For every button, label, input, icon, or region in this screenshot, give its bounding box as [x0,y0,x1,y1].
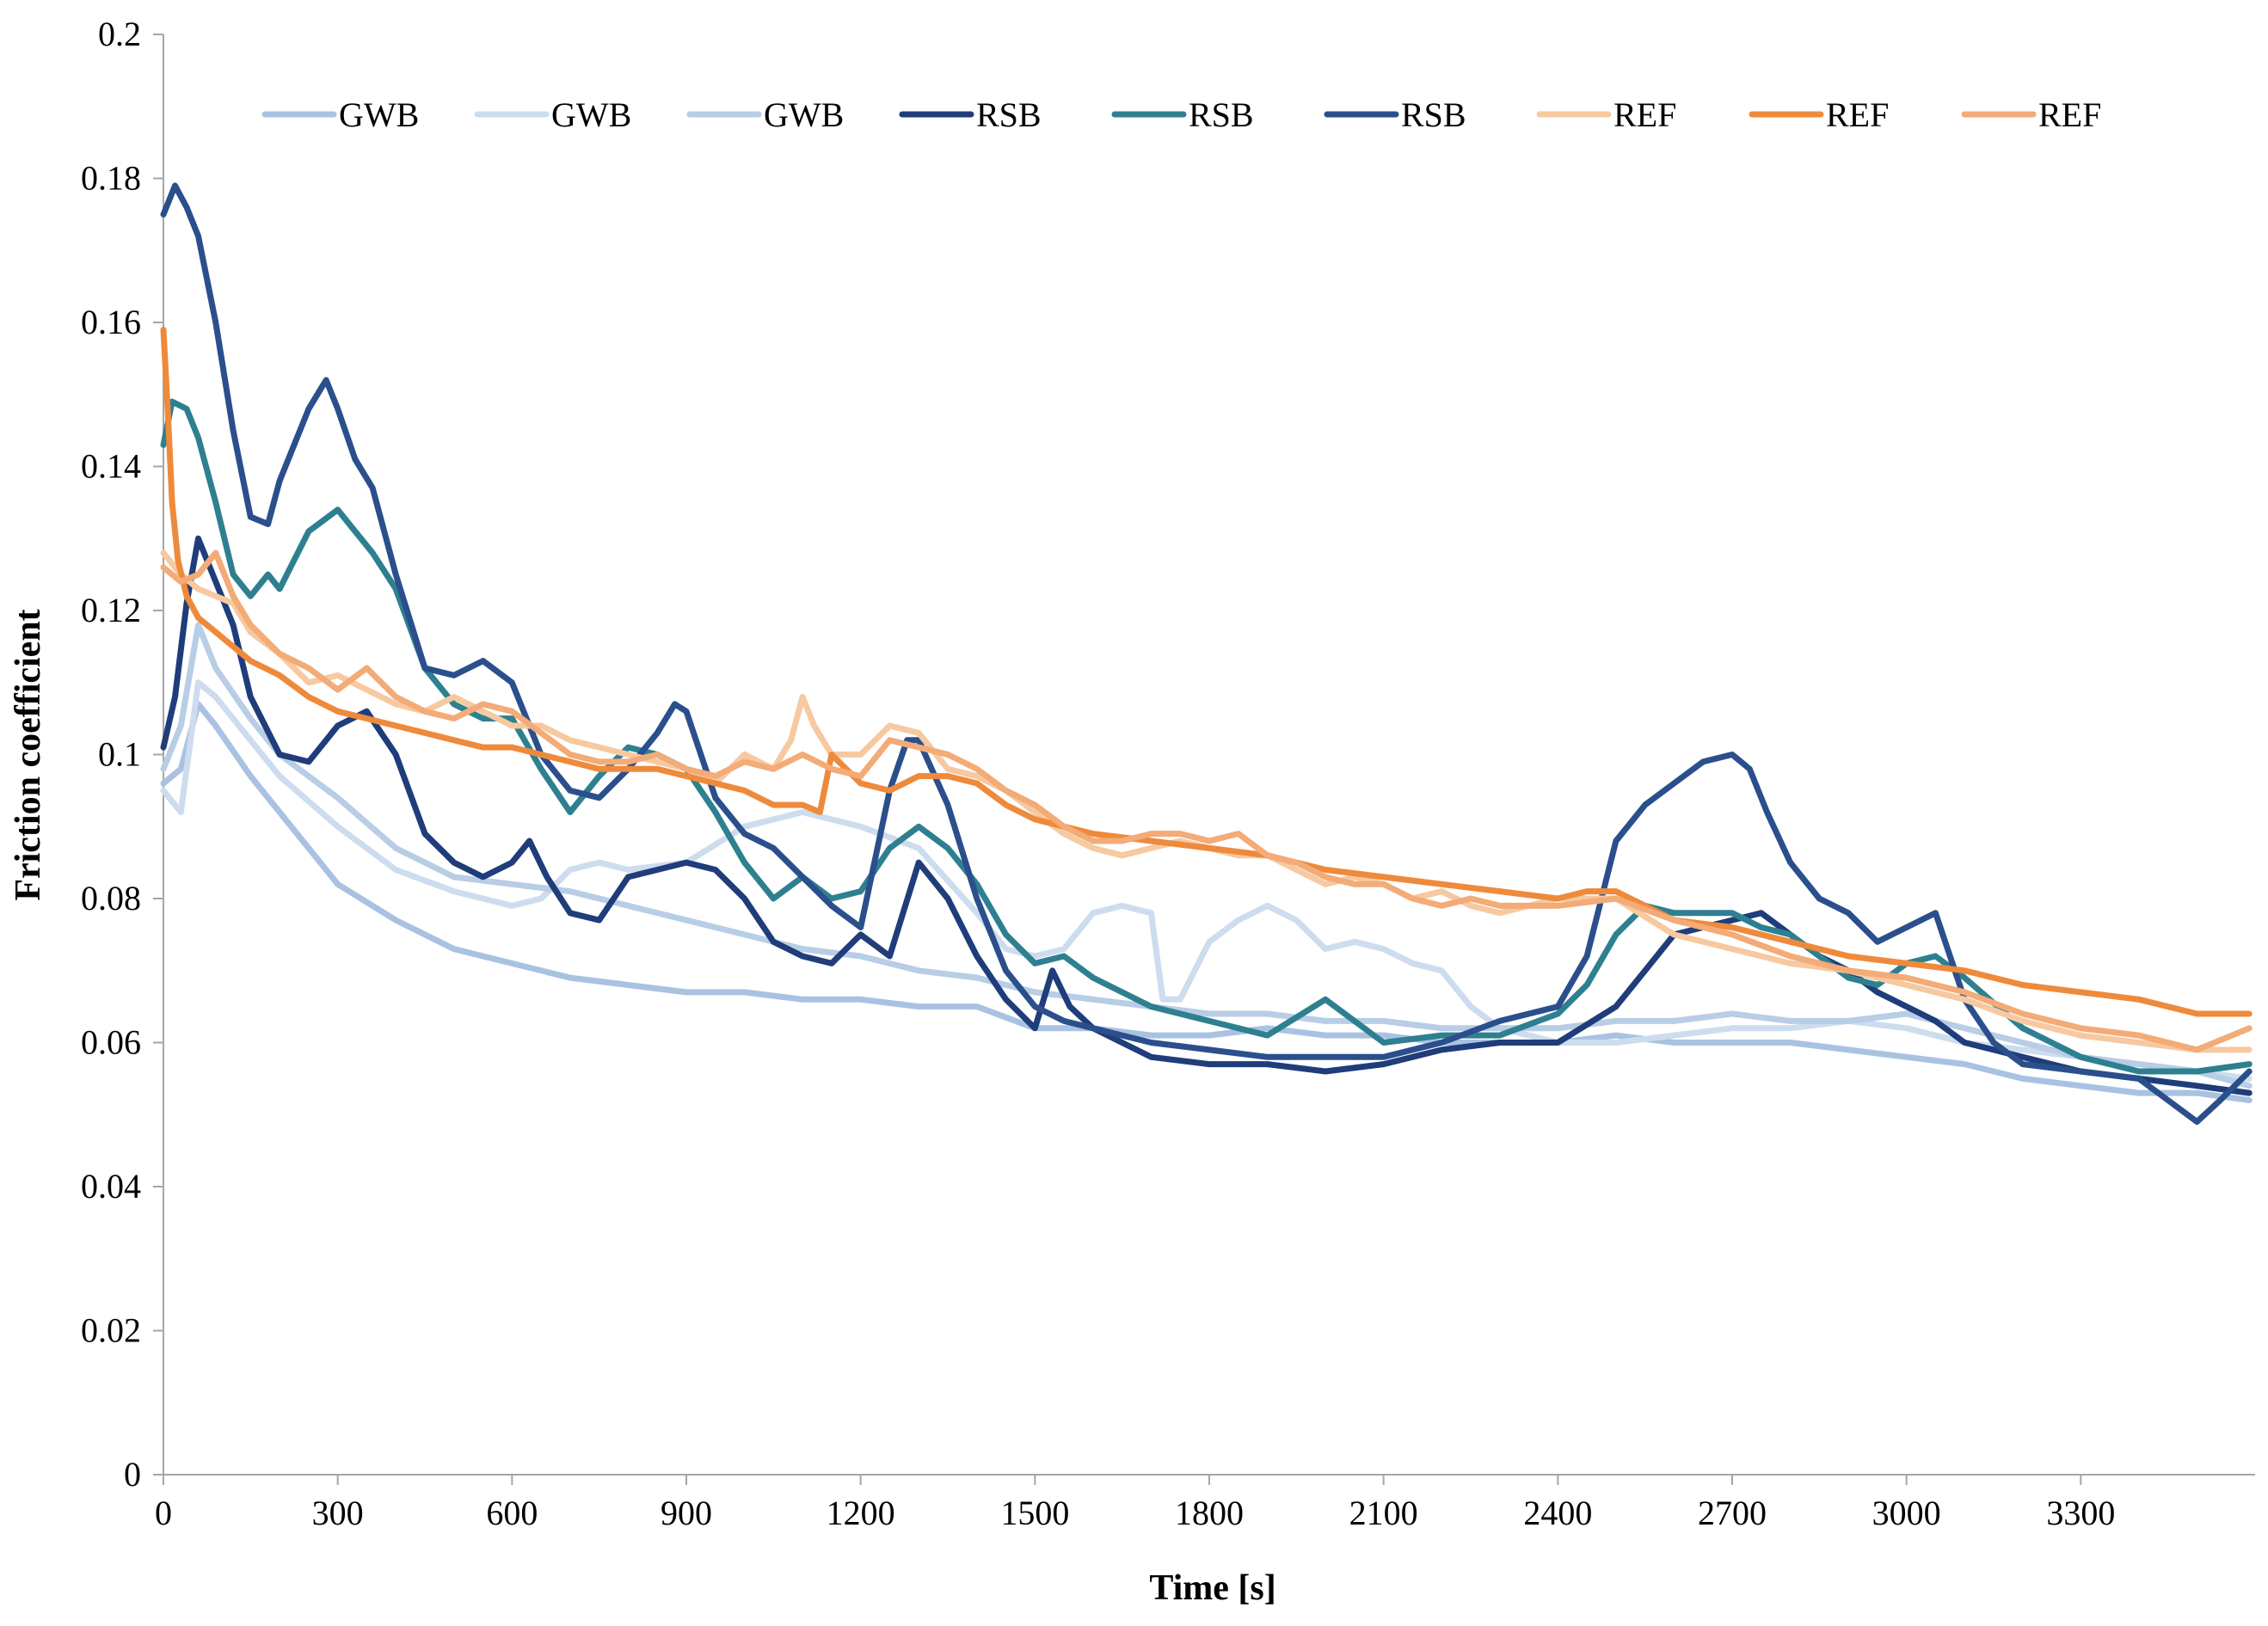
series-line-ref-1 [160,549,2253,1053]
y-tick-label: 0.06 [81,1023,141,1062]
y-tick-label: 0.08 [81,879,141,917]
legend: GWB GWB GWB RSB RSB RSB REF REF REF [261,95,2101,134]
legend-label: REF [1826,95,1889,134]
x-tick-label: 1200 [827,1494,895,1532]
y-tick-label: 0.14 [81,447,141,486]
legend-label: RSB [1401,95,1466,134]
legend-label: REF [2038,95,2101,134]
legend-label: GWB [339,95,419,134]
x-axis-title: Time [s] [1149,1568,1275,1608]
series-line-rsb-3 [160,182,2253,1126]
legend-label: RSB [976,95,1042,134]
x-tick-label: 2700 [1698,1494,1767,1532]
y-tick-label: 0.2 [98,15,141,53]
series-line-rsb-2 [160,398,2253,1075]
x-tick-label: 3300 [2046,1494,2115,1532]
x-tick-label: 900 [661,1494,712,1532]
x-tick-label: 300 [312,1494,364,1532]
series-line-gwb-3 [160,622,2253,1089]
x-tick-label: 3000 [1872,1494,1941,1532]
series-lines [160,182,2253,1126]
series-line-ref-3 [160,549,2253,1053]
series-line-gwb-1 [160,701,2253,1103]
legend-label: RSB [1189,95,1254,134]
legend-label: GWB [551,95,631,134]
y-tick-label: 0.02 [81,1311,141,1350]
y-tick-label: 0.18 [81,159,141,198]
y-tick-label: 0.1 [98,735,141,774]
y-tick-label: 0.04 [81,1167,141,1206]
x-tick-label: 0 [155,1494,172,1532]
series-line-rsb-1 [160,535,2253,1096]
x-tick-label: 1500 [1000,1494,1069,1532]
x-tick-label: 2400 [1523,1494,1592,1532]
x-tick-label: 1800 [1175,1494,1244,1532]
series-line-gwb-2 [160,679,2253,1082]
axes: 0 0.02 0.04 0.06 0.08 0.1 0.12 0.14 0.16 0.18 0.2 0… [81,15,2255,1532]
legend-label: REF [1613,95,1676,134]
y-tick-label: 0.12 [81,591,141,629]
y-tick-label: 0.16 [81,303,141,341]
legend-label: GWB [764,95,844,134]
y-axis-title: Friction coefficient [9,609,48,900]
x-tick-label: 2100 [1349,1494,1418,1532]
y-tick-label: 0 [124,1455,141,1494]
x-tick-label: 600 [486,1494,538,1532]
